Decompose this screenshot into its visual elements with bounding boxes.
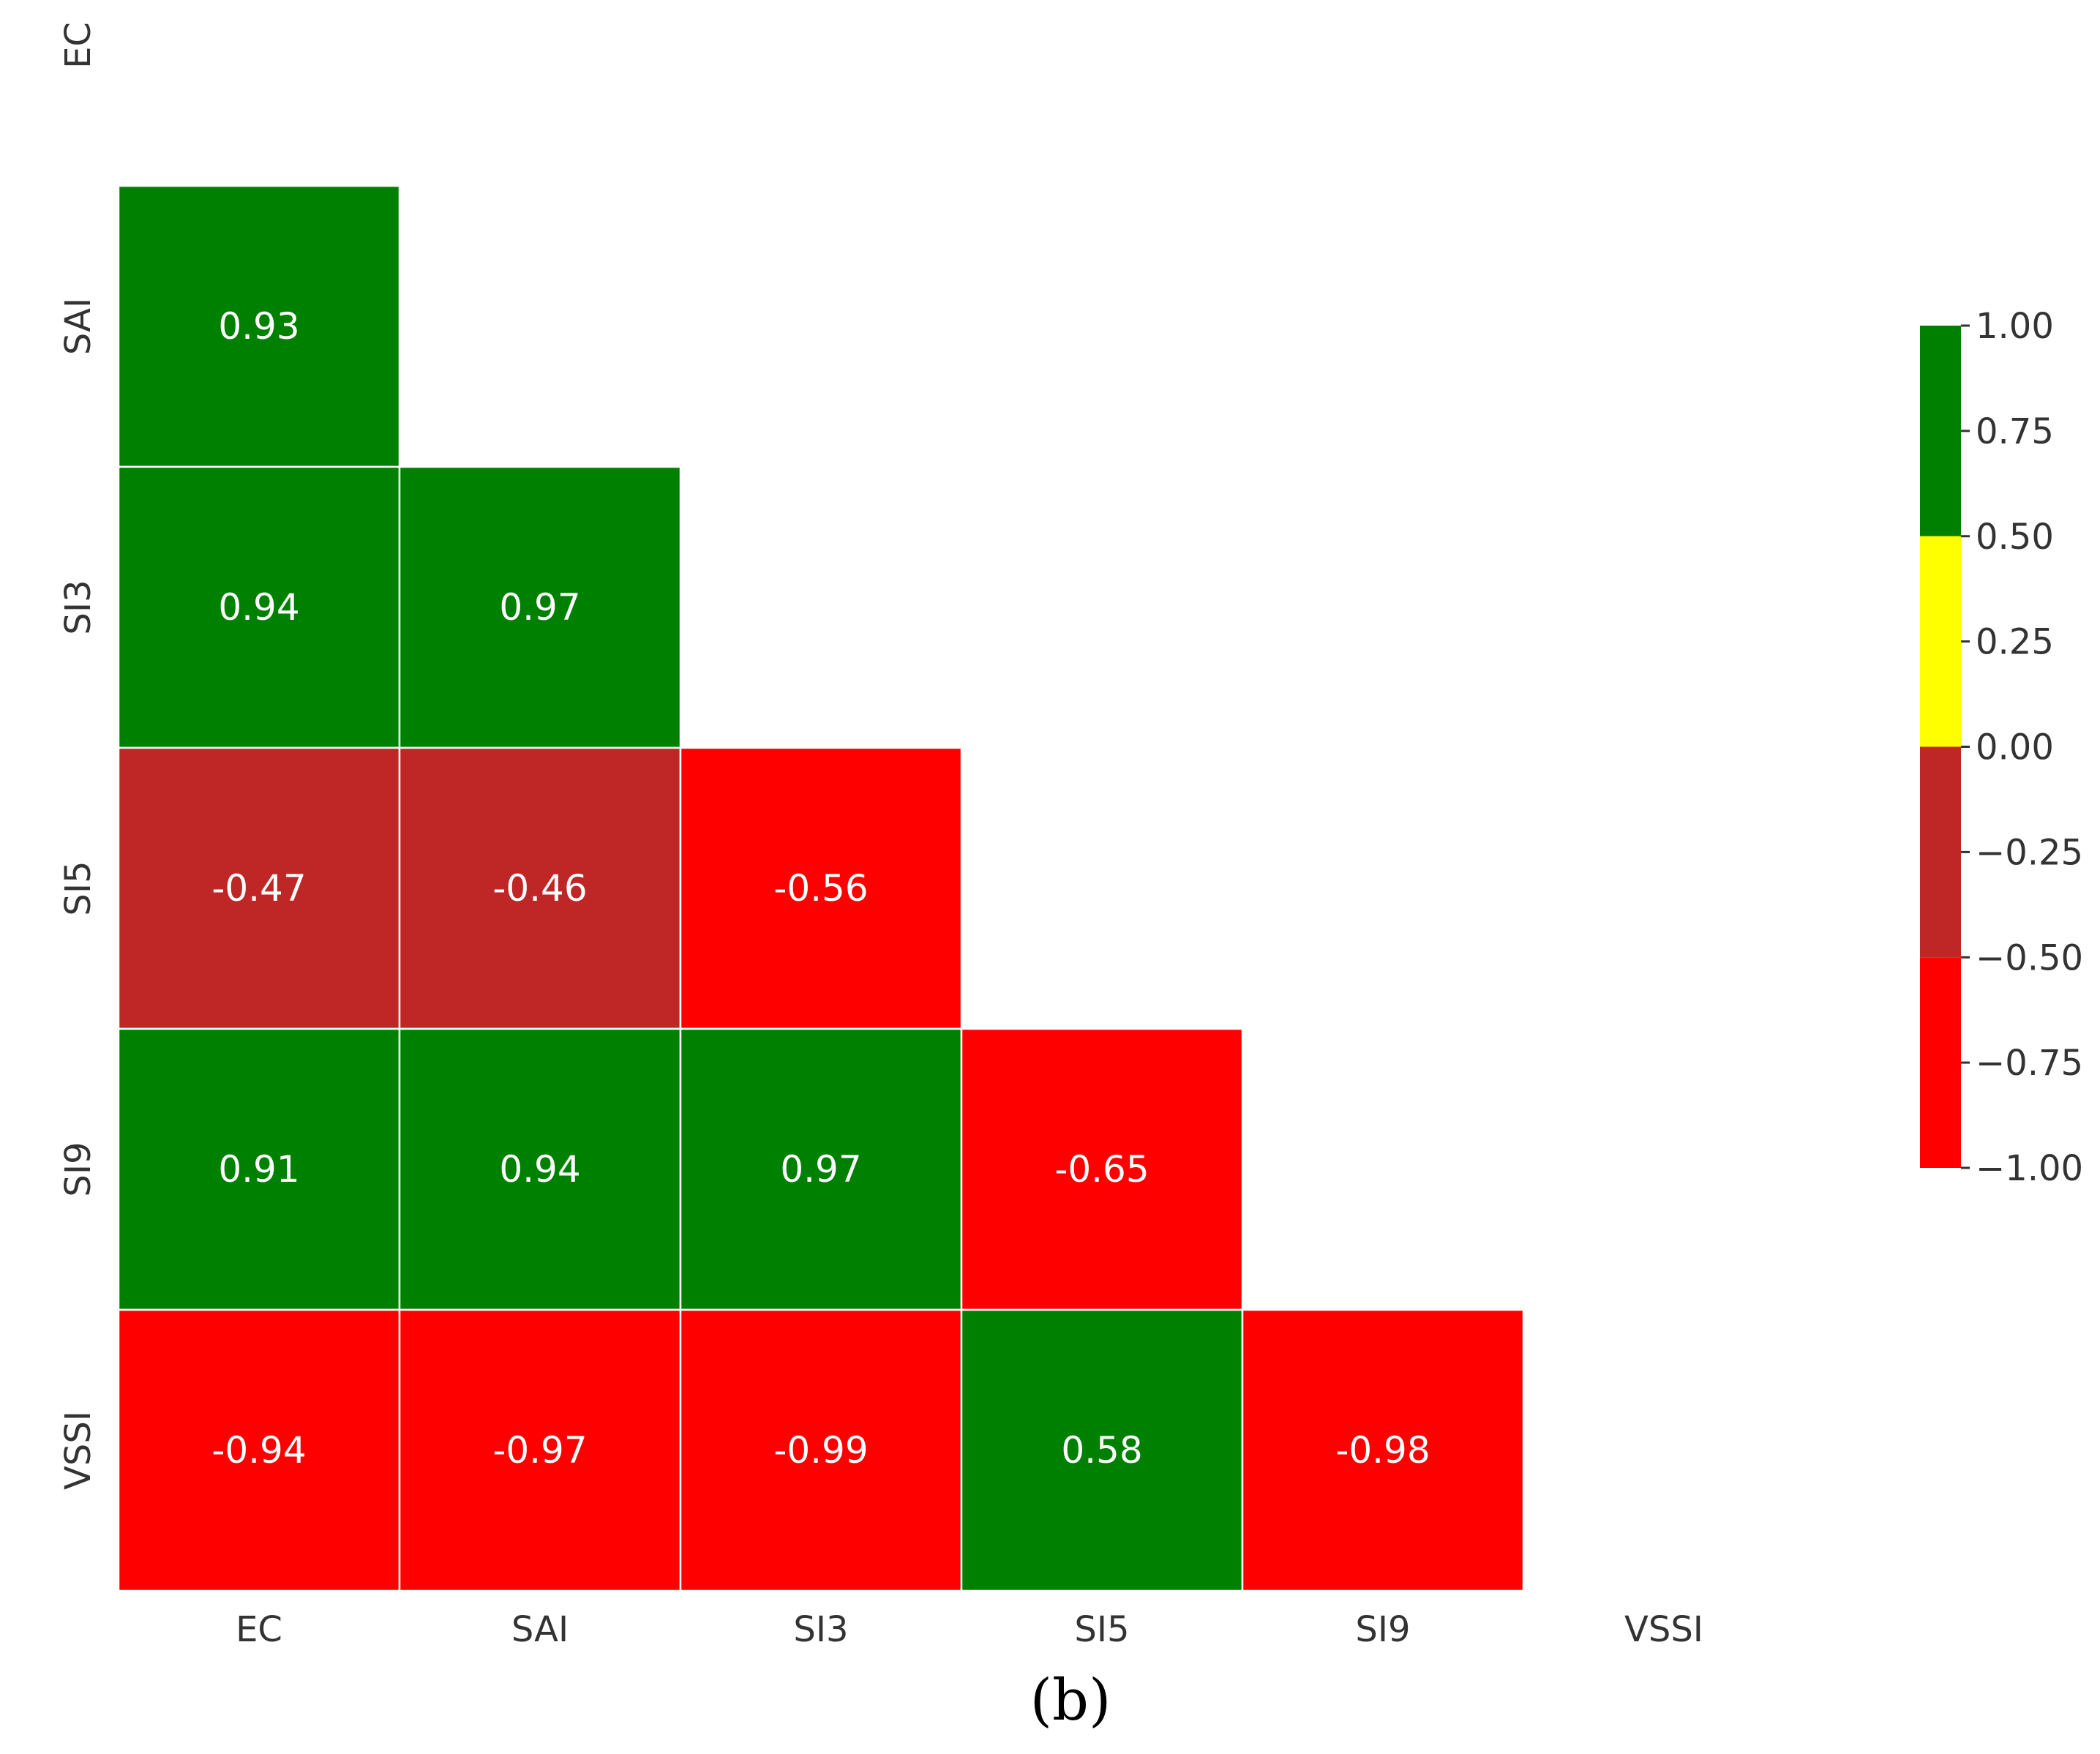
colorbar-tick-label: −0.75: [1976, 1043, 2083, 1084]
y-axis-tick-labels: EC SAI SI3 SI5 SI9 VSSI: [58, 22, 99, 1490]
colorbar-segment: [1920, 746, 1961, 958]
x-tick-label: VSSI: [1624, 1609, 1703, 1650]
cell-value-label: 0.93: [218, 305, 299, 348]
cell-value-label: 0.91: [218, 1148, 299, 1191]
heatmap-cell-SAI-EC: [117, 184, 401, 468]
heatmap-cell-SI5-EC: [117, 746, 401, 1030]
heatmap-cell-SI5-SI3: [679, 746, 963, 1030]
colorbar-ticks: 1.00 0.75 0.50 0.25 0.00 −0.25 −0.50 −0.75 −1.00: [1961, 306, 2083, 1189]
heatmap-cell-VSSI-SI5: [960, 1308, 1244, 1592]
y-tick-label: SI5: [58, 861, 99, 915]
colorbar-tick-label: 0.25: [1976, 622, 2054, 663]
x-tick-label: SI3: [793, 1609, 848, 1650]
heatmap-cell-VSSI-SI9: [1241, 1308, 1525, 1592]
cell-value-label: 0.97: [780, 1148, 861, 1191]
cell-value-label: -0.98: [1335, 1429, 1430, 1472]
heatmap-cell-SI9-EC: [117, 1027, 401, 1311]
panel-label: (b): [1030, 1668, 1111, 1734]
cell-value-label: -0.99: [773, 1429, 868, 1472]
colorbar-tick-label: 0.75: [1976, 411, 2054, 452]
cell-value-label: 0.94: [499, 1148, 580, 1191]
y-tick-label: SI9: [58, 1142, 99, 1196]
colorbar-tick-label: 1.00: [1976, 306, 2054, 347]
colorbar-tick-label: 0.00: [1976, 727, 2054, 768]
x-axis-tick-labels: EC SAI SI3 SI5 SI9 VSSI: [236, 1609, 1703, 1650]
heatmap-cell-VSSI-SI3: [679, 1308, 963, 1592]
cell-value-label: 0.94: [218, 586, 299, 629]
heatmap-cell-SI9-SAI: [398, 1027, 682, 1311]
y-tick-label: VSSI: [58, 1411, 99, 1490]
heatmap-cell-labels: 0.93 0.94 0.97 -0.47 -0.46 -0.56 0.91 0.94 0.97 -…: [211, 305, 1430, 1472]
heatmap-cell-SI9-SI5: [960, 1027, 1244, 1311]
y-tick-label: SAI: [58, 298, 99, 355]
cell-value-label: -0.56: [773, 867, 868, 910]
colorbar-tick-label: 0.50: [1976, 517, 2054, 558]
colorbar-segment: [1920, 957, 1961, 1168]
cell-value-label: -0.94: [211, 1429, 306, 1472]
cell-value-label: 0.58: [1061, 1429, 1142, 1472]
heatmap-cell-SI3-SAI: [398, 465, 682, 749]
colorbar-tick-label: −1.00: [1976, 1148, 2083, 1189]
y-tick-label: EC: [58, 22, 99, 69]
colorbar-tick-label: −0.25: [1976, 832, 2083, 873]
heatmap-cell-SI3-EC: [117, 465, 401, 749]
cell-value-label: 0.97: [499, 586, 580, 629]
cell-value-label: -0.65: [1054, 1148, 1149, 1191]
colorbar-segment: [1920, 326, 1961, 536]
heatmap-cell-SI5-SAI: [398, 746, 682, 1030]
x-tick-label: SI9: [1355, 1609, 1410, 1650]
cell-value-label: -0.97: [492, 1429, 587, 1472]
x-tick-label: EC: [236, 1609, 282, 1650]
x-tick-label: SAI: [511, 1609, 569, 1650]
cell-value-label: -0.47: [211, 867, 306, 910]
colorbar-tick-label: −0.50: [1976, 937, 2083, 978]
cell-value-label: -0.46: [492, 867, 587, 910]
colorbar-segment: [1920, 536, 1961, 747]
x-tick-label: SI5: [1074, 1609, 1129, 1650]
y-tick-label: SI3: [58, 580, 99, 634]
colorbar: [1920, 326, 1961, 1168]
heatmap-cell-VSSI-SAI: [398, 1308, 682, 1592]
heatmap-cells: [117, 184, 1525, 1592]
